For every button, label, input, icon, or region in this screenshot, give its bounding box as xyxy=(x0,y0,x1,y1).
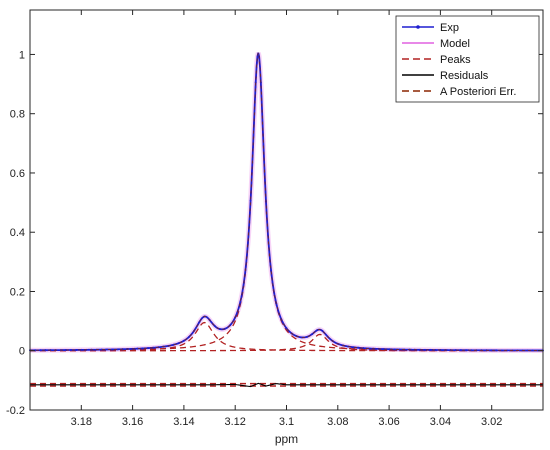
x-tick-label: 3.18 xyxy=(71,416,92,428)
series-peak-3-line xyxy=(30,333,543,352)
y-tick-label: 0.4 xyxy=(10,227,25,239)
series-exp-point xyxy=(64,349,67,352)
series-residuals-line xyxy=(30,382,543,388)
series-exp-point xyxy=(39,349,42,352)
series-exp-point xyxy=(382,348,385,351)
legend-entry-label: Peaks xyxy=(440,54,471,66)
series-exp-point xyxy=(111,348,114,351)
series-exp-point xyxy=(429,348,432,351)
legend-marker xyxy=(416,25,420,29)
x-tick-label: 3.08 xyxy=(327,416,348,428)
y-tick-label: 0.6 xyxy=(10,168,25,180)
series-exp-point xyxy=(177,342,180,345)
series-exp-point xyxy=(70,349,73,352)
series-exp-point xyxy=(152,346,155,349)
series-exp-point xyxy=(300,336,303,339)
series-exp-point xyxy=(393,348,396,351)
series-exp-point xyxy=(141,347,144,350)
series-exp-point xyxy=(270,269,273,272)
x-tick-label: 3.14 xyxy=(173,416,194,428)
series-exp-point xyxy=(311,333,314,336)
series-exp-point xyxy=(526,349,529,352)
x-tick-label: 3.1 xyxy=(279,416,294,428)
series-exp-point xyxy=(465,349,468,352)
x-tick-label: 3.04 xyxy=(430,416,451,428)
legend: Exp Model Peaks Residuals A Posteriori Err. xyxy=(395,15,540,103)
series-exp-point xyxy=(239,300,242,303)
series-exp-point xyxy=(531,349,534,352)
series-exp-point xyxy=(80,348,83,351)
series-exp-point xyxy=(44,349,47,352)
series-exp-point xyxy=(388,348,391,351)
x-tick-label: 3.02 xyxy=(481,416,502,428)
series-exp-point xyxy=(490,349,493,352)
series-exp-point xyxy=(306,335,309,338)
series-exp-point xyxy=(398,348,401,351)
series-exp-point xyxy=(116,348,119,351)
series-exp-point xyxy=(434,348,437,351)
series-exp-point xyxy=(182,339,185,342)
x-axis: 3.18 3.16 3.14 3.12 3.1 3.08 3.06 3.04 3.02 xyxy=(71,10,502,428)
series-exp-point xyxy=(136,347,139,350)
series-exp-point xyxy=(254,81,257,84)
series-exp-point xyxy=(362,347,365,350)
legend-entry-label: Exp xyxy=(440,22,459,34)
series-exp-point xyxy=(352,346,355,349)
series-exp-point xyxy=(105,348,108,351)
series-exp-point xyxy=(100,348,103,351)
series-exp-point xyxy=(146,347,149,350)
series-exp-point xyxy=(424,348,427,351)
y-tick-label: 0.8 xyxy=(10,109,25,121)
legend-entry-label: Residuals xyxy=(440,70,489,82)
series-exp-point xyxy=(506,349,509,352)
series-exp-point xyxy=(75,348,78,351)
series-exp-point xyxy=(249,199,252,202)
series-exp-point xyxy=(500,349,503,352)
series-exp-point xyxy=(357,346,360,349)
y-tick-label: 0 xyxy=(19,346,25,358)
y-tick-label: 0.2 xyxy=(10,286,25,298)
series-aposteriori-peak-line xyxy=(30,52,543,351)
legend-entry-label: A Posteriori Err. xyxy=(440,86,516,98)
plot-area xyxy=(29,52,544,388)
legend-entry-label: Model xyxy=(440,38,470,50)
x-tick-label: 3.16 xyxy=(122,416,143,428)
x-tick-label: 3.12 xyxy=(224,416,245,428)
series-exp-point xyxy=(321,329,324,332)
series-exp-point xyxy=(495,349,498,352)
y-tick-label: 1 xyxy=(19,49,25,61)
x-tick-label: 3.06 xyxy=(378,416,399,428)
y-axis: -0.2 0 0.2 0.4 0.6 0.8 1 xyxy=(6,49,543,417)
series-exp-point xyxy=(459,349,462,352)
series-exp-point xyxy=(470,349,473,352)
x-axis-label: ppm xyxy=(275,432,298,446)
series-exp-point xyxy=(418,348,421,351)
series-exp-point xyxy=(454,349,457,352)
y-tick-label: -0.2 xyxy=(6,405,25,417)
